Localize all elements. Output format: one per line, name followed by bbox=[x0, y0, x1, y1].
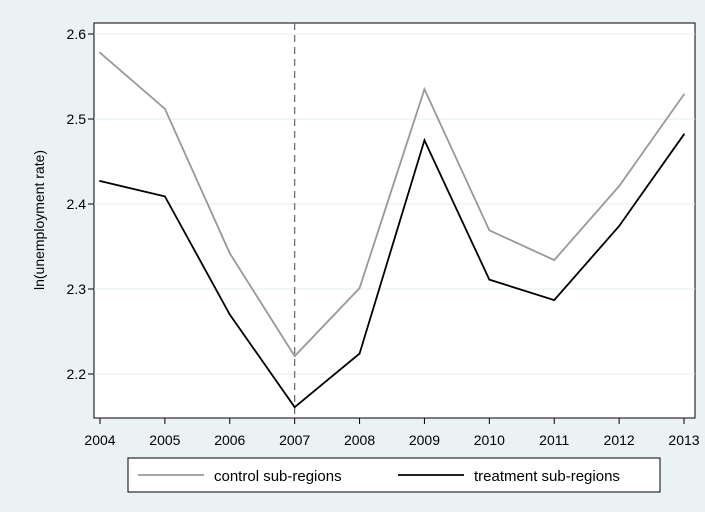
x-tick-label: 2005 bbox=[149, 432, 180, 448]
control-point bbox=[228, 252, 231, 255]
grid bbox=[94, 33, 695, 375]
control-point bbox=[99, 51, 101, 54]
treatment-point bbox=[618, 225, 621, 228]
control-point bbox=[163, 107, 166, 110]
plot-area bbox=[93, 22, 696, 419]
treatment-point bbox=[683, 133, 685, 136]
x-tick-label: 2010 bbox=[474, 432, 505, 448]
control-point bbox=[553, 259, 556, 261]
series-line-treatment bbox=[99, 133, 685, 409]
y-tick-label: 2.5 bbox=[67, 111, 87, 127]
y-axis-label: ln(unemployment rate) bbox=[31, 150, 47, 290]
treatment-point bbox=[423, 139, 426, 142]
control-point bbox=[488, 229, 491, 232]
x-axis: 2004 2005 2006 2007 2008 2009 2010 2011 2012 2013 bbox=[84, 418, 700, 448]
x-tick-label: 2008 bbox=[344, 432, 375, 448]
control-point bbox=[423, 88, 426, 91]
series-line-control bbox=[99, 52, 685, 358]
treatment-point bbox=[293, 406, 296, 409]
series-group bbox=[99, 51, 685, 409]
treatment-point bbox=[99, 180, 101, 182]
x-tick-label: 2004 bbox=[84, 432, 115, 448]
treatment-point bbox=[163, 195, 166, 198]
y-tick-label: 2.2 bbox=[67, 366, 87, 382]
legend-label-treatment: treatment sub-regions bbox=[474, 468, 620, 485]
x-tick-label: 2007 bbox=[279, 432, 310, 448]
treatment-point bbox=[488, 278, 491, 281]
x-tick-label: 2011 bbox=[539, 432, 569, 448]
x-tick-label: 2009 bbox=[409, 432, 440, 448]
legend-box bbox=[127, 457, 661, 493]
treatment-point bbox=[553, 299, 556, 301]
treatment-point bbox=[358, 352, 361, 355]
control-point bbox=[358, 287, 361, 290]
control-point bbox=[293, 355, 296, 358]
y-tick-label: 2.4 bbox=[67, 196, 87, 212]
treatment-point bbox=[228, 313, 231, 316]
legend-label-control: control sub-regions bbox=[214, 468, 342, 485]
y-axis: 2.2 2.3 2.4 2.5 2.6 bbox=[67, 26, 94, 382]
legend: control sub-regions treatment sub-region… bbox=[127, 457, 661, 493]
x-tick-label: 2012 bbox=[604, 432, 635, 448]
x-tick-label: 2013 bbox=[668, 432, 699, 448]
control-point bbox=[683, 93, 685, 96]
y-tick-label: 2.6 bbox=[67, 26, 87, 42]
control-point bbox=[618, 185, 621, 188]
y-tick-label: 2.3 bbox=[67, 281, 87, 297]
x-tick-label: 2006 bbox=[214, 432, 245, 448]
